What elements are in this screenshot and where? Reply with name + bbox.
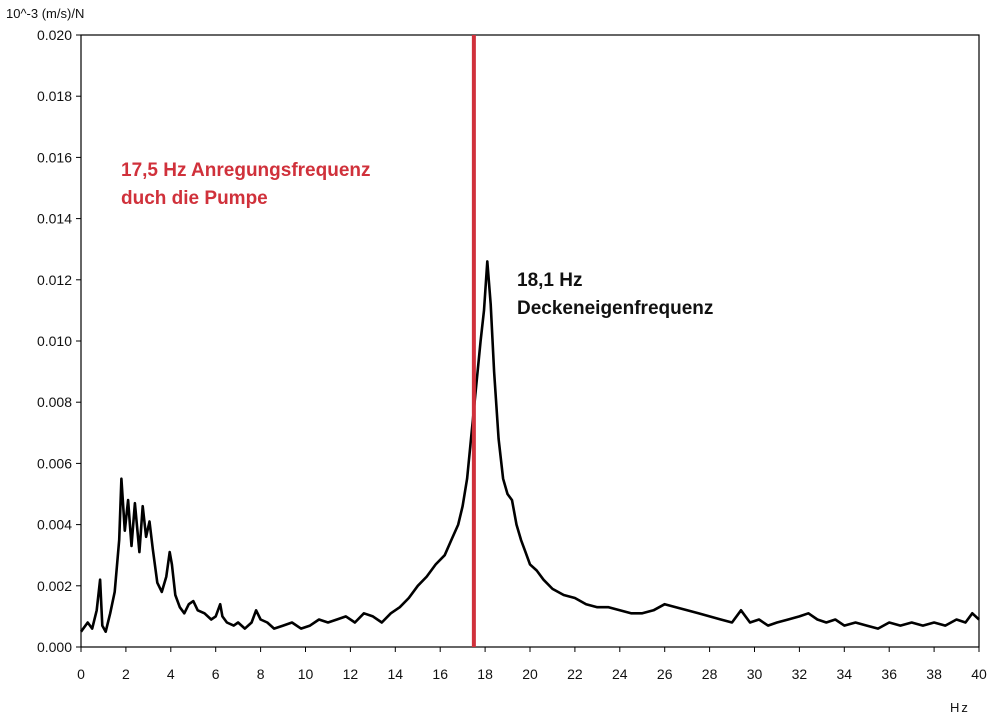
annotation-excitation-line-1: 17,5 Hz Anregungsfrequenz xyxy=(121,160,371,181)
y-tick-label: 0.012 xyxy=(37,272,72,288)
x-tick-label: 2 xyxy=(122,666,130,682)
y-tick-label: 0.006 xyxy=(37,455,72,471)
y-axis-unit-label: 10^-3 (m/s)/N xyxy=(6,6,84,21)
x-tick-label: 0 xyxy=(77,666,85,682)
x-tick-label: 26 xyxy=(657,666,673,682)
x-tick-label: 6 xyxy=(212,666,220,682)
x-tick-label: 14 xyxy=(388,666,404,682)
x-tick-label: 30 xyxy=(747,666,763,682)
annotation-eigenfrequency-line-2: Deckeneigenfrequenz xyxy=(517,298,713,319)
x-tick-label: 36 xyxy=(881,666,897,682)
x-tick-label: 8 xyxy=(257,666,265,682)
y-tick-label: 0.008 xyxy=(37,394,72,410)
y-tick-label: 0.002 xyxy=(37,578,72,594)
plot-frame xyxy=(80,34,980,648)
series-line xyxy=(79,260,980,633)
x-tick-label: 34 xyxy=(837,666,853,682)
y-axis: 0.000 0.002 0.004 0.006 0.008 0.010 0.012 0.014… xyxy=(37,27,81,655)
y-tick-label: 0.016 xyxy=(37,149,72,165)
annotation-excitation-line-2: duch die Pumpe xyxy=(121,188,268,209)
x-axis-unit-label: Hz xyxy=(950,700,970,715)
x-tick-label: 16 xyxy=(432,666,448,682)
y-tick-label: 0.018 xyxy=(37,88,72,104)
x-tick-label: 38 xyxy=(926,666,942,682)
x-tick-label: 10 xyxy=(298,666,314,682)
x-tick-label: 40 xyxy=(971,666,987,682)
y-tick-label: 0.004 xyxy=(37,517,72,533)
x-tick-label: 4 xyxy=(167,666,175,682)
annotation-eigenfrequency-line-1: 18,1 Hz xyxy=(517,270,582,291)
x-tick-label: 18 xyxy=(477,666,493,682)
x-tick-label: 28 xyxy=(702,666,718,682)
x-axis: 0 2 4 6 8 10 12 14 16 18 20 22 24 26 28 30 32 34 36 38 40 xyxy=(77,647,987,682)
x-tick-label: 12 xyxy=(343,666,359,682)
x-tick-label: 22 xyxy=(567,666,583,682)
x-tick-label: 24 xyxy=(612,666,628,682)
x-tick-label: 32 xyxy=(792,666,808,682)
y-tick-label: 0.020 xyxy=(37,27,72,43)
x-tick-label: 20 xyxy=(522,666,538,682)
y-tick-label: 0.014 xyxy=(37,211,72,227)
y-tick-label: 0.000 xyxy=(37,639,72,655)
y-tick-label: 0.010 xyxy=(37,333,72,349)
